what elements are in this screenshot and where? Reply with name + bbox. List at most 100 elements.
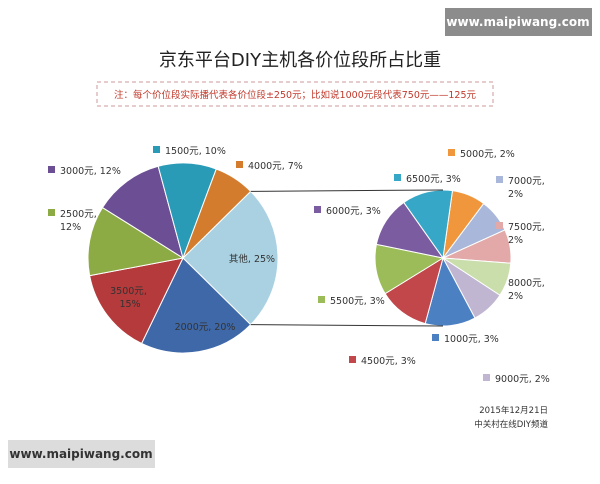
watermark-box — [445, 8, 592, 36]
value-label: 12% — [100, 166, 121, 177]
source-date: 2015年12月21日 — [479, 405, 548, 416]
data-label: 3000元, 12% — [60, 166, 121, 177]
value-label: 3% — [370, 296, 385, 307]
legend-marker — [349, 356, 356, 363]
value-label: 2% — [508, 235, 523, 246]
value-label: 25% — [254, 254, 275, 265]
legend-marker — [432, 334, 439, 341]
pie-slice — [403, 189, 454, 260]
category-label: 2500元 — [60, 209, 94, 220]
watermark: www.maipiwang.com — [446, 15, 589, 29]
pie-slice — [87, 206, 185, 277]
legend-marker — [48, 166, 55, 173]
label-separator: , — [208, 322, 214, 333]
data-label: 7000元, 2% — [508, 176, 548, 200]
value-label: 3% — [366, 206, 381, 217]
category-label: 3500元 — [110, 286, 144, 297]
label-separator: , — [542, 176, 548, 187]
data-label: 1000元, 3% — [444, 334, 499, 345]
data-label: 4500元, 3% — [361, 356, 416, 367]
label-separator: , — [144, 286, 150, 297]
data-label: 6000元, 3% — [326, 206, 381, 217]
legend-marker — [153, 146, 160, 153]
label-separator: , — [542, 222, 548, 233]
chart-title: 京东平台DIY主机各价位段所占比重 — [159, 50, 441, 71]
label-separator: , — [360, 206, 366, 217]
value-label: 15% — [119, 299, 140, 310]
value-label: 20% — [214, 322, 235, 333]
value-label: 2% — [508, 189, 523, 200]
data-label: 2000元, 20% — [175, 322, 236, 333]
value-label: 2% — [500, 149, 515, 160]
label-separator: , — [248, 254, 254, 265]
data-label: 其他, 25% — [229, 253, 275, 265]
label-separator: , — [529, 374, 535, 385]
category-label: 9000元 — [495, 374, 529, 385]
category-label: 8000元 — [508, 278, 542, 289]
label-separator: , — [94, 166, 100, 177]
data-label: 6500元, 3% — [406, 174, 461, 185]
data-label: 5000元, 2% — [460, 149, 515, 160]
data-label: 7500元, 2% — [508, 222, 548, 246]
legend-marker — [496, 222, 503, 229]
legend-marker — [236, 161, 243, 168]
watermark-box — [8, 440, 155, 468]
note-box — [96, 81, 494, 107]
note: 注：每个价位段实际播代表各价位段±250元；比如说1000元段代表750元——1… — [114, 89, 477, 101]
category-label: 4500元 — [361, 356, 395, 367]
category-label: 5000元 — [460, 149, 494, 160]
category-label: 1500元 — [165, 146, 199, 157]
value-label: 12% — [60, 222, 81, 233]
label-separator: , — [199, 146, 205, 157]
category-label: 7500元 — [508, 222, 542, 233]
data-label: 4000元, 7% — [248, 161, 303, 172]
value-label: 2% — [508, 291, 523, 302]
legend-marker — [314, 206, 321, 213]
category-label: 6500元 — [406, 174, 440, 185]
label-separator: , — [282, 161, 288, 172]
label-separator: , — [494, 149, 500, 160]
pie-slice — [182, 190, 279, 326]
label-separator: , — [94, 209, 100, 220]
legend-marker — [483, 374, 490, 381]
value-label: 3% — [484, 334, 499, 345]
legend-marker — [48, 209, 55, 216]
pie-slice — [182, 168, 252, 259]
legend-marker — [448, 149, 455, 156]
data-label: 3500元, 15% — [110, 286, 150, 310]
value-label: 2% — [535, 374, 550, 385]
pie-slice — [89, 257, 184, 345]
category-label: 2000元 — [175, 322, 209, 333]
data-label: 5500元, 3% — [330, 296, 385, 307]
legend-marker — [496, 176, 503, 183]
value-label: 3% — [401, 356, 416, 367]
pie-slice — [101, 165, 184, 260]
label-separator: , — [440, 174, 446, 185]
category-label: 3000元 — [60, 166, 94, 177]
value-label: 10% — [205, 146, 226, 157]
category-label: 1000元 — [444, 334, 478, 345]
label-separator: , — [478, 334, 484, 345]
data-label: 8000元, 2% — [508, 278, 548, 302]
legend-marker — [496, 278, 503, 285]
watermark: www.maipiwang.com — [9, 447, 152, 461]
source: 中关村在线DIY频道 — [474, 419, 548, 430]
data-label: 9000元, 2% — [495, 374, 550, 385]
connector-line — [250, 189, 444, 192]
label-separator: , — [542, 278, 548, 289]
category-label: 其他 — [229, 253, 249, 265]
connector-line — [250, 324, 444, 327]
data-label: 1500元, 10% — [165, 146, 226, 157]
value-label: 7% — [288, 161, 303, 172]
category-label: 5500元 — [330, 296, 364, 307]
pie-slice — [140, 257, 252, 354]
category-label: 6000元 — [326, 206, 360, 217]
label-separator: , — [364, 296, 370, 307]
label-separator: , — [395, 356, 401, 367]
data-label: 2500元, 12% — [60, 209, 100, 233]
legend-marker — [394, 174, 401, 181]
value-label: 3% — [446, 174, 461, 185]
category-label: 4000元 — [248, 161, 282, 172]
legend-marker — [318, 296, 325, 303]
